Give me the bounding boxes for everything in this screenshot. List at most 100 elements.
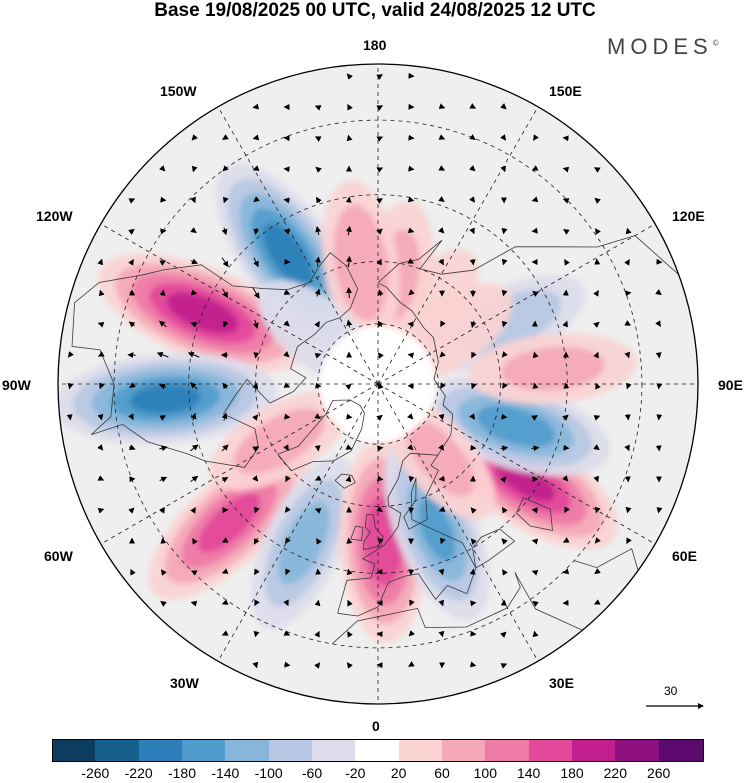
- wind-arrow: [128, 259, 134, 266]
- wind-arrow: [128, 507, 135, 514]
- wind-arrow: [563, 382, 570, 389]
- wind-arrow: [376, 475, 384, 482]
- wind-arrow: [222, 196, 229, 204]
- wind-arrow: [221, 477, 229, 483]
- wind-arrow: [160, 600, 167, 607]
- wind-arrow: [253, 506, 260, 514]
- wind-arrow: [191, 165, 198, 173]
- wind-arrow: [66, 414, 73, 421]
- wind-arrow: [345, 196, 352, 203]
- coastline: [337, 452, 477, 617]
- wind-arrow: [593, 599, 601, 605]
- colorbar-tick-label: 100: [473, 765, 497, 781]
- wind-arrow: [470, 538, 477, 545]
- wind-arrow: [376, 228, 383, 235]
- wind-arrow: [99, 382, 105, 390]
- wind-arrow: [159, 415, 167, 421]
- wind-arrow: [284, 413, 291, 420]
- wind-arrow: [408, 289, 415, 296]
- wind-arrow: [376, 568, 383, 575]
- wind-arrow: [563, 444, 570, 451]
- colorbar-tick-label: -100: [254, 765, 283, 781]
- latitude-circle: [113, 119, 643, 649]
- wind-arrow: [562, 537, 570, 543]
- wind-arrow: [346, 662, 353, 669]
- wind-arrow: [376, 198, 383, 204]
- wind-arrow: [625, 290, 632, 297]
- wind-arrow: [98, 289, 105, 297]
- wind-arrow: [314, 599, 321, 607]
- wind-arrow: [283, 166, 290, 173]
- wind-arrow: [315, 568, 322, 575]
- wind-arrow: [159, 289, 166, 296]
- colorbar-tick-label: -260: [81, 765, 110, 781]
- colorbar: [52, 739, 704, 762]
- wind-arrow: [253, 352, 260, 359]
- wind-arrow: [190, 289, 198, 296]
- wind-arrow: [469, 134, 476, 140]
- lon-label-90w: 90W: [2, 377, 31, 393]
- wind-arrow: [253, 630, 260, 638]
- wind-arrow: [502, 382, 508, 389]
- wind-arrow: [531, 445, 540, 452]
- wind-arrow: [469, 568, 476, 575]
- anomaly-contour: [278, 501, 330, 585]
- wind-arrow: [439, 351, 446, 358]
- wind-arrow: [501, 413, 508, 420]
- wind-arrow: [190, 412, 197, 421]
- wind-arrow: [315, 226, 322, 236]
- wind-arrow: [254, 599, 260, 607]
- wind-arrow: [285, 568, 291, 576]
- wind-arrow: [346, 537, 353, 544]
- wind-arrow: [500, 663, 508, 669]
- wind-arrow: [283, 197, 290, 204]
- wind-arrow: [315, 166, 322, 173]
- wind-arrow: [128, 198, 136, 204]
- meridian: [100, 223, 379, 385]
- wind-arrow: [469, 661, 477, 668]
- colorbar-cell: [442, 739, 486, 762]
- wind-arrow: [532, 600, 539, 607]
- wind-arrow: [158, 320, 167, 328]
- wind-arrow: [253, 537, 260, 545]
- anomaly-contour: [418, 498, 456, 562]
- wind-arrow: [159, 260, 167, 266]
- wind-arrow: [593, 444, 600, 451]
- wind-arrow: [438, 258, 444, 266]
- wind-arrow: [221, 630, 229, 636]
- wind-arrow: [314, 630, 320, 638]
- wind-arrow: [531, 227, 538, 234]
- wind-arrow: [438, 630, 445, 638]
- wind-arrow: [377, 382, 384, 390]
- lon-label-90e: 90E: [718, 377, 743, 393]
- lon-label-120e: 120E: [672, 208, 705, 224]
- wind-arrow: [562, 475, 569, 482]
- wind-arrow: [595, 228, 601, 235]
- meridian: [217, 383, 379, 662]
- wind-arrow: [345, 444, 353, 450]
- wind-arrow: [252, 414, 259, 421]
- wind-arrow: [532, 382, 539, 389]
- wind-arrow: [562, 320, 568, 328]
- wind-arrow: [439, 537, 446, 545]
- wind-arrow: [222, 288, 229, 299]
- coastline: [277, 399, 365, 472]
- wind-arrow: [438, 475, 445, 482]
- colorbar-tick-label: 260: [646, 765, 671, 781]
- lon-label-30w: 30W: [170, 675, 199, 691]
- anomaly-contour: [501, 346, 605, 391]
- wind-arrow: [159, 445, 168, 452]
- wind-arrow: [222, 321, 229, 328]
- wind-arrow: [532, 630, 539, 638]
- colorbar-tick-label: -20: [345, 765, 366, 781]
- wind-arrow: [97, 444, 104, 451]
- wind-arrow: [67, 351, 74, 358]
- wind-arrow: [252, 382, 259, 390]
- colorbar-tick-label: -140: [211, 765, 240, 781]
- wind-arrow: [346, 134, 353, 142]
- wind-arrow: [347, 631, 353, 638]
- wind-arrow: [500, 445, 509, 452]
- wind-arrow: [283, 320, 290, 327]
- wind-arrow: [532, 351, 539, 359]
- wind-arrow: [470, 600, 477, 607]
